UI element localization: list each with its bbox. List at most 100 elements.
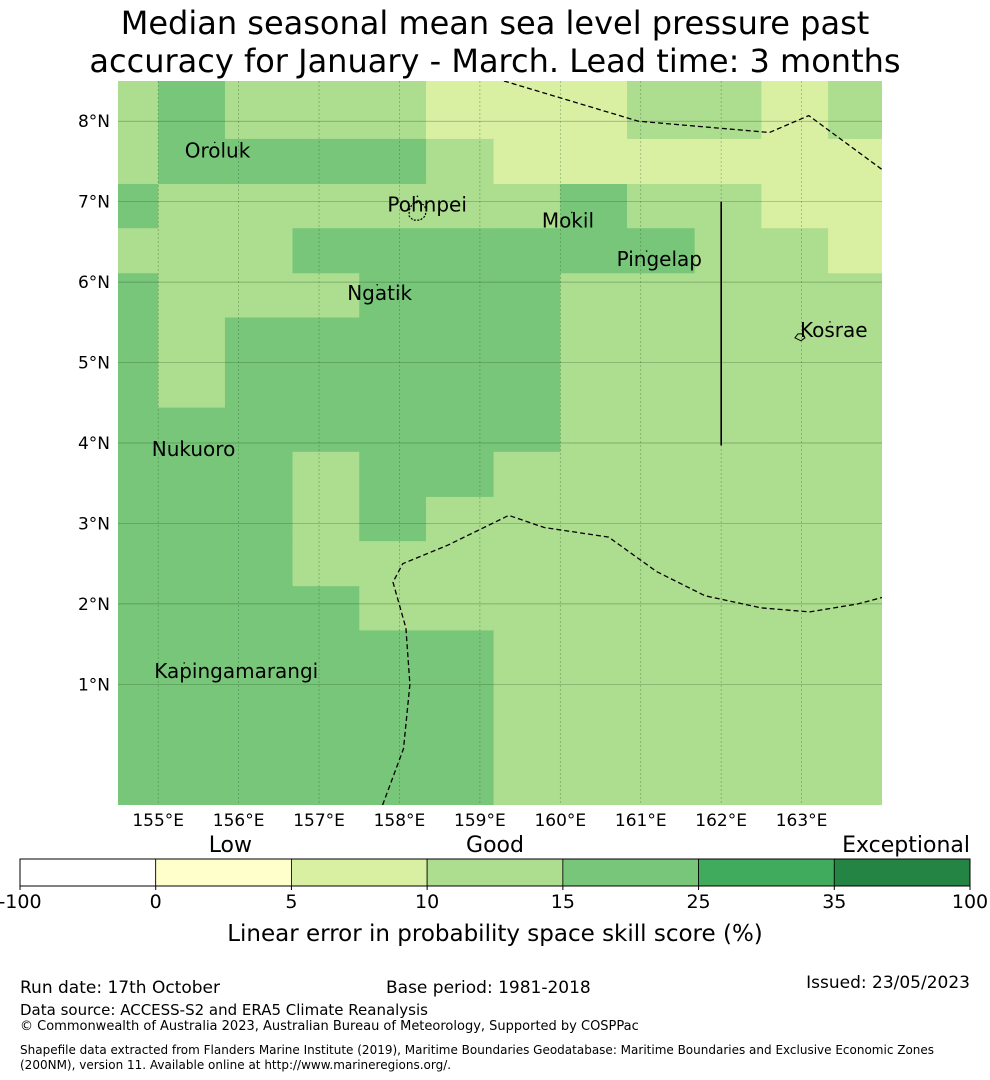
island-dot	[183, 662, 185, 664]
longitude-tick-label: 156°E	[213, 811, 265, 831]
grid-cell	[359, 94, 427, 140]
grid-cell	[292, 407, 360, 453]
grid-cell	[292, 138, 360, 185]
grid-cell	[224, 451, 294, 498]
skill-score-grid	[118, 81, 882, 805]
grid-cell	[359, 273, 427, 319]
place-label: Pohnpei	[387, 192, 467, 216]
run-date: Run date: 17th October	[20, 978, 220, 998]
grid-cell	[118, 496, 159, 542]
maritime-boundaries	[381, 81, 882, 805]
eez-boundary-line	[381, 514, 882, 805]
grid-cell	[694, 317, 762, 364]
longitude-tick-label: 163°E	[776, 811, 828, 831]
grid-cell	[359, 496, 427, 542]
colorbar-segment	[698, 858, 835, 887]
grid-cell	[359, 183, 427, 229]
grid-cell	[627, 94, 696, 140]
grid-cell	[627, 228, 696, 274]
grid-cell	[158, 81, 226, 96]
island-dot	[829, 321, 831, 323]
grid-cell	[292, 317, 360, 364]
grid-cell	[761, 273, 829, 319]
grid-cell	[292, 362, 360, 409]
place-label: Kapingamarangi	[154, 659, 318, 683]
grid-cell	[224, 138, 294, 185]
grid-cell	[118, 228, 159, 274]
colorbar-title: Linear error in probability space skill …	[227, 921, 763, 947]
grid-cell	[359, 586, 427, 632]
grid-cell	[694, 362, 762, 409]
grid-cell	[118, 630, 159, 805]
grid-cell	[560, 451, 628, 498]
longitude-tick-label: 160°E	[534, 811, 586, 831]
place-label: Oroluk	[185, 138, 251, 162]
colorbar-tick-label: -100	[0, 891, 42, 913]
place-labels: Oroluk Pohnpei Mokil Pingelap Ngatik Kosrae Nu…	[152, 138, 868, 682]
grid-cell	[493, 451, 561, 498]
grid-cell	[118, 586, 159, 632]
island-dot	[180, 440, 183, 442]
title-line-1: Median seasonal mean sea level pressure …	[120, 4, 870, 42]
longitude-tick-label: 155°E	[132, 811, 184, 831]
title-line-2: accuracy for January - March. Lead time:…	[89, 42, 901, 80]
issued-date: Issued: 23/05/2023	[806, 973, 970, 993]
grid-cell	[627, 451, 696, 498]
grid-cell	[292, 586, 360, 632]
grid-cell	[493, 183, 561, 229]
grid-cell	[224, 273, 294, 319]
grid-cell	[560, 228, 628, 274]
grid-cell	[560, 94, 628, 140]
grid-cell	[426, 94, 495, 140]
grid-cell	[426, 451, 495, 498]
grid-cell	[426, 273, 495, 319]
colorbar-category-label: Exceptional	[842, 833, 970, 858]
grid-cell	[761, 496, 829, 542]
grid-cell	[118, 362, 159, 409]
grid-cell	[118, 183, 159, 229]
grid-cell	[627, 496, 696, 542]
grid-cell	[694, 407, 762, 453]
colorbar	[19, 858, 971, 887]
shapefile-credit: Shapefile data extracted from Flanders M…	[20, 1043, 935, 1072]
grid-cell	[761, 183, 829, 229]
grid-cell	[359, 451, 427, 498]
grid-cell	[292, 451, 360, 498]
colorbar-segment	[833, 858, 971, 887]
island-outlines	[408, 201, 806, 342]
grid-cell	[560, 138, 628, 185]
grid-cell	[118, 451, 159, 498]
grid-cell	[828, 138, 882, 185]
grid-cell	[828, 541, 882, 587]
colorbar-tick-label: 15	[551, 891, 575, 913]
grid-cell	[292, 630, 360, 805]
place-label: Nukuoro	[152, 437, 236, 461]
grid-cell	[158, 317, 226, 364]
grid-cell	[560, 407, 628, 453]
grid-cell	[359, 138, 427, 185]
colorbar-segment	[562, 858, 699, 887]
kosrae-island	[794, 333, 806, 342]
grid-cell	[627, 317, 696, 364]
grid-cell	[292, 94, 360, 140]
longitude-tick-label: 159°E	[454, 811, 506, 831]
latitude-tick-labels: 8°N 7°N 6°N 5°N 4°N 3°N 2°N 1°N	[78, 112, 110, 695]
data-source: Data source: ACCESS-S2 and ERA5 Climate …	[20, 1001, 428, 1019]
island-dot	[376, 284, 379, 286]
grid-cell	[426, 317, 495, 364]
grid-cell	[224, 586, 294, 632]
longitude-tick-label: 158°E	[374, 811, 426, 831]
grid-cell	[224, 630, 294, 805]
grid-cell	[493, 273, 561, 319]
grid-cell	[359, 407, 427, 453]
grid-cell	[426, 138, 495, 185]
grid-cell	[158, 586, 226, 632]
grid-cell	[560, 317, 628, 364]
map-figure: Oroluk Pohnpei Mokil Pingelap Ngatik Kosrae Nu…	[0, 81, 988, 947]
grid-cell	[694, 451, 762, 498]
grid-cell	[118, 94, 159, 140]
grid-cell	[426, 81, 495, 96]
grid-cell	[627, 81, 696, 96]
grid-cell	[158, 496, 226, 542]
grid-cell	[158, 407, 226, 453]
